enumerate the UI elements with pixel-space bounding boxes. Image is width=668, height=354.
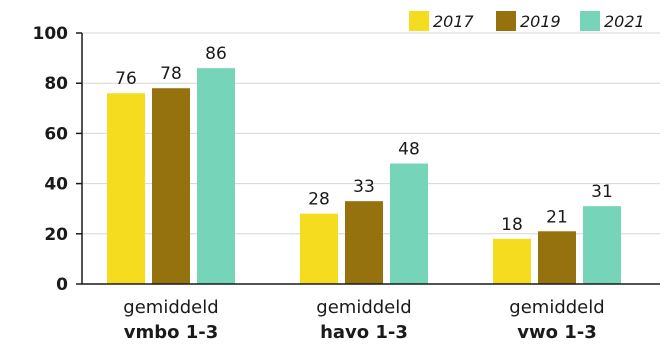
legend-swatch-2021 — [580, 11, 600, 31]
y-axis: 0 20 40 60 80 100 — [33, 24, 83, 295]
legend: 2017 2019 2021 — [409, 11, 645, 31]
y-tick-label: 0 — [56, 275, 68, 295]
data-label: 31 — [591, 182, 613, 202]
data-label: 18 — [501, 215, 523, 235]
legend-swatch-2019 — [496, 11, 516, 31]
data-label: 76 — [115, 69, 137, 89]
bar-2019-1 — [152, 88, 190, 284]
legend-label: 2017 — [433, 12, 475, 31]
bar-2021-3 — [583, 206, 621, 284]
y-tick-label: 40 — [44, 175, 68, 195]
legend-label: 2019 — [520, 12, 561, 31]
bars — [107, 68, 621, 285]
data-label: 28 — [308, 190, 330, 210]
category-label-line1: gemiddeld — [123, 297, 218, 318]
category-label-line2: havo 1-3 — [320, 322, 408, 343]
category-label-line1: gemiddeld — [316, 297, 411, 318]
bar-2019-3 — [538, 231, 576, 284]
y-tick-label: 80 — [44, 74, 68, 94]
category-label-line1: gemiddeld — [509, 297, 604, 318]
value-labels: 76 78 86 28 33 48 18 21 31 — [115, 44, 613, 235]
category-label-line2: vwo 1-3 — [517, 322, 597, 343]
data-label: 48 — [398, 140, 420, 160]
category-label-line2: vmbo 1-3 — [124, 322, 219, 343]
bar-2019-2 — [345, 201, 383, 284]
bar-2017-1 — [107, 93, 145, 285]
bar-2017-3 — [493, 238, 531, 284]
data-label: 21 — [546, 207, 568, 227]
data-label: 78 — [160, 64, 182, 84]
data-label: 33 — [353, 177, 375, 197]
bar-2017-2 — [300, 213, 338, 284]
legend-label: 2021 — [604, 12, 645, 31]
bar-2021-1 — [197, 68, 235, 284]
bar-2021-2 — [390, 163, 428, 284]
y-tick-label: 20 — [44, 225, 68, 245]
x-axis: gemiddeld vmbo 1-3 gemiddeld havo 1-3 gemidd… — [82, 283, 660, 343]
y-tick-label: 60 — [44, 124, 68, 144]
y-tick-label: 100 — [33, 24, 69, 44]
legend-swatch-2017 — [409, 11, 429, 31]
data-label: 86 — [205, 44, 227, 64]
